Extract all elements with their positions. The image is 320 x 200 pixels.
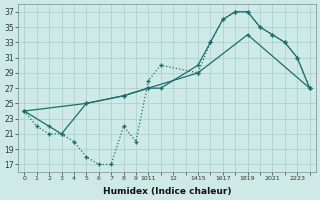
X-axis label: Humidex (Indice chaleur): Humidex (Indice chaleur) [103, 187, 231, 196]
